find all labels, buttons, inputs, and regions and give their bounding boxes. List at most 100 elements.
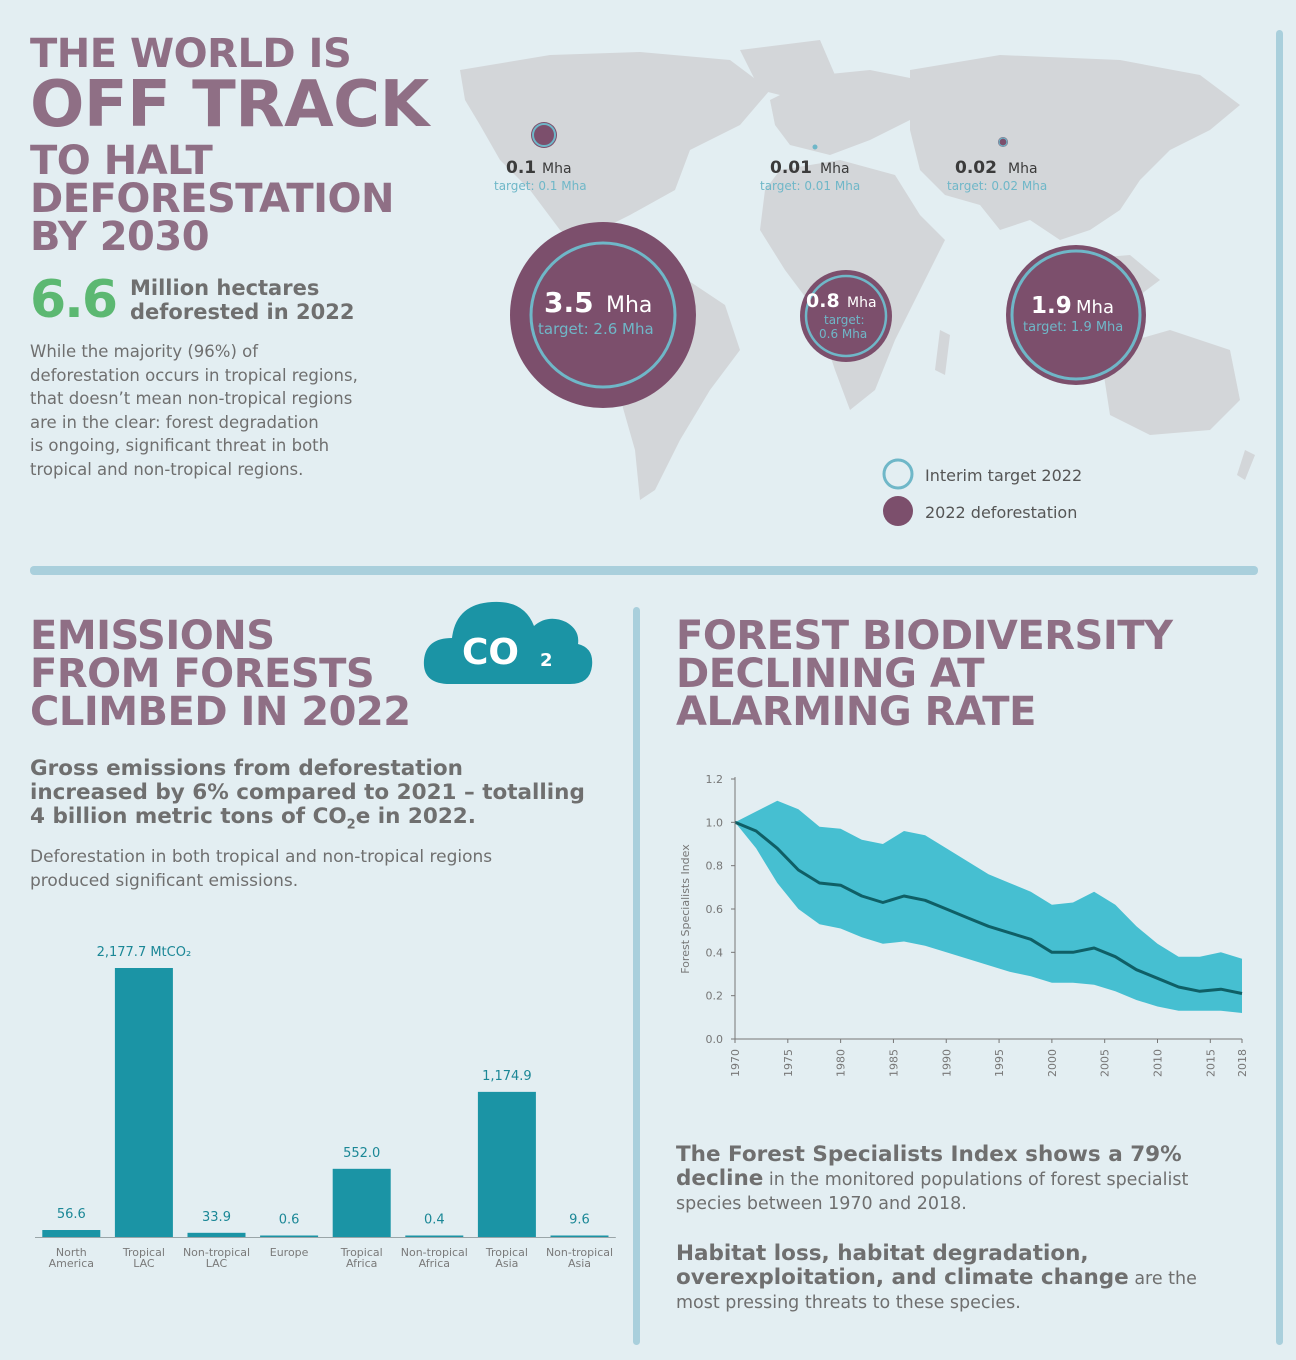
land-north-america — [460, 52, 770, 245]
y-tick-label: 0.4 — [706, 946, 724, 959]
emissions-summary-line: Gross emissions from deforestation — [30, 756, 463, 781]
emissions-summary-sub: 2 — [346, 817, 356, 833]
bar-category-label: LAC — [206, 1257, 228, 1270]
bubble-deforestation — [531, 122, 557, 148]
emissions-title-line2: FROM FORESTS — [30, 651, 375, 697]
bar — [332, 1168, 391, 1237]
legend-target-icon — [882, 458, 914, 490]
biodiversity-p2-rest: are the — [1128, 1269, 1197, 1289]
biodiversity-title: FOREST BIODIVERSITY DECLINING AT ALARMIN… — [676, 613, 1173, 735]
region-unit: Mha — [847, 295, 877, 311]
bar-category-label: Asia — [495, 1257, 518, 1270]
x-tick-label: 1980 — [835, 1049, 848, 1077]
bar — [114, 968, 173, 1237]
land-madagascar — [935, 330, 950, 375]
bar-category-label: Tropical — [485, 1246, 528, 1259]
y-tick-label: 1.2 — [706, 773, 724, 786]
bar-category-label: LAC — [133, 1257, 155, 1270]
x-tick-label: 1990 — [940, 1049, 953, 1077]
region-target: 0.6 Mha — [819, 327, 867, 341]
bar-category-label: Africa — [419, 1257, 450, 1270]
forest-specialists-line-chart: 0.0 0.2 0.4 0.6 0.8 1.0 1.2 1970 1975 1980 1985 199… — [679, 773, 1249, 1077]
bar-value-label: 0.6 — [279, 1213, 300, 1228]
hero-title-line5: BY 2030 — [30, 213, 210, 260]
hero-paragraph-line: While the majority (96%) of — [30, 342, 259, 361]
region-value: 0.01 — [770, 158, 812, 178]
land-europe — [770, 70, 920, 155]
bar-value-label: 552.0 — [343, 1146, 380, 1161]
y-axis-label: Forest Specialists Index — [679, 844, 692, 974]
bar-value-label: 0.4 — [424, 1213, 445, 1228]
region-target: target: — [824, 313, 865, 327]
emissions-summary-part: 4 billion metric tons of CO — [30, 804, 347, 829]
emissions-note: Deforestation in both tropical and non-t… — [30, 845, 620, 893]
bubble-deforestation — [510, 222, 696, 408]
biodiversity-p2-line3: most pressing threats to these species. — [676, 1293, 1021, 1313]
hero-paragraph-line: that doesn’t mean non-tropical regions — [30, 389, 353, 409]
hero-title-line4: DEFORESTATION — [30, 175, 394, 222]
bubble-tropical-lac: 3.5 Mha target: 2.6 Mha — [510, 222, 696, 408]
hero-title-line3: TO HALT — [30, 137, 213, 184]
hero-stat-value: 6.6 — [30, 270, 118, 330]
y-tick-label: 0.2 — [706, 990, 724, 1003]
emissions-note-line: produced significant emissions. — [30, 871, 299, 891]
bubble-deforestation — [1006, 245, 1146, 385]
land-asia — [910, 55, 1240, 240]
legend-deforestation-icon — [883, 496, 913, 526]
biodiversity-p1-rest: in the monitored populations of forest s… — [763, 1170, 1189, 1190]
bar-category-label: Non-tropical — [546, 1246, 613, 1259]
region-value: 0.1 — [506, 158, 536, 178]
bar-category-label: Europe — [270, 1246, 309, 1259]
bar — [405, 1235, 464, 1237]
bar-category-label: Non-tropical — [401, 1246, 468, 1259]
bar-category-label: North — [56, 1246, 87, 1259]
hero-paragraph-line: are in the clear: forest degradation — [30, 412, 319, 432]
region-value: 0.8 — [806, 290, 840, 312]
biodiversity-p1-line2: decline in the monitored populations of … — [676, 1167, 1266, 1192]
region-unit: Mha — [820, 161, 850, 177]
bubble-north-america: 0.1 Mha target: 0.1 Mha — [494, 122, 587, 193]
legend-target-label: Interim target 2022 — [925, 466, 1082, 485]
index-line — [734, 820, 1243, 995]
biodiversity-paragraph-1: The Forest Specialists Index shows a 79%… — [676, 1143, 1266, 1216]
region-unit: Mha — [1008, 161, 1038, 177]
co2-text: CO — [462, 632, 519, 673]
region-unit: Mha — [606, 293, 652, 318]
emissions-summary-line: 4 billion metric tons of CO2e in 2022. — [30, 805, 620, 837]
bar-value-label: 56.6 — [57, 1207, 86, 1222]
x-tick-label: 2000 — [1046, 1049, 1059, 1077]
world-map: 0.1 Mha target: 0.1 Mha 0.01 Mha target:… — [460, 40, 1255, 526]
x-tick-label: 1985 — [887, 1049, 900, 1077]
right-edge-divider — [1276, 30, 1283, 1345]
biodiversity-p2-line2: overexploitation, and climate change are… — [676, 1266, 1266, 1291]
bar — [42, 1230, 101, 1237]
bar-category-label: Asia — [568, 1257, 591, 1270]
bar-value-label: 2,177.7 MtCO₂ — [97, 945, 192, 960]
emissions-title-line1: EMISSIONS — [30, 613, 275, 659]
x-tick-label: 2015 — [1204, 1049, 1217, 1077]
bubble-europe: 0.01 Mha target: 0.01 Mha — [760, 144, 860, 193]
x-tick-label: 1995 — [993, 1049, 1006, 1077]
emissions-summary-line: increased by 6% compared to 2021 – total… — [30, 780, 585, 805]
hero-paragraph: While the majority (96%) of deforestatio… — [30, 340, 450, 482]
bubble-target-ring — [812, 144, 818, 150]
region-unit: Mha — [542, 161, 572, 177]
biodiversity-title-line3: ALARMING RATE — [676, 689, 1036, 735]
biodiversity-p1-line1: The Forest Specialists Index shows a 79% — [676, 1142, 1182, 1167]
x-tick-label: 2010 — [1152, 1049, 1165, 1077]
bar — [477, 1091, 536, 1237]
bar-value-label: 1,174.9 — [482, 1069, 532, 1084]
region-target: target: 2.6 Mha — [538, 320, 654, 338]
bar-category-label: Africa — [346, 1257, 377, 1270]
biodiversity-title-line1: FOREST BIODIVERSITY — [676, 613, 1173, 659]
region-target: target: 0.02 Mha — [947, 179, 1047, 193]
bar — [550, 1235, 609, 1237]
region-value: 0.02 — [955, 158, 997, 178]
emissions-summary: Gross emissions from deforestation incre… — [30, 757, 620, 837]
x-tick-label: 2005 — [1099, 1049, 1112, 1077]
biodiversity-p2-bold: overexploitation, and climate change — [676, 1265, 1129, 1290]
emissions-summary-part: e in 2022. — [355, 804, 476, 829]
y-tick-label: 0.6 — [706, 903, 724, 916]
region-unit: Mha — [1076, 297, 1114, 318]
